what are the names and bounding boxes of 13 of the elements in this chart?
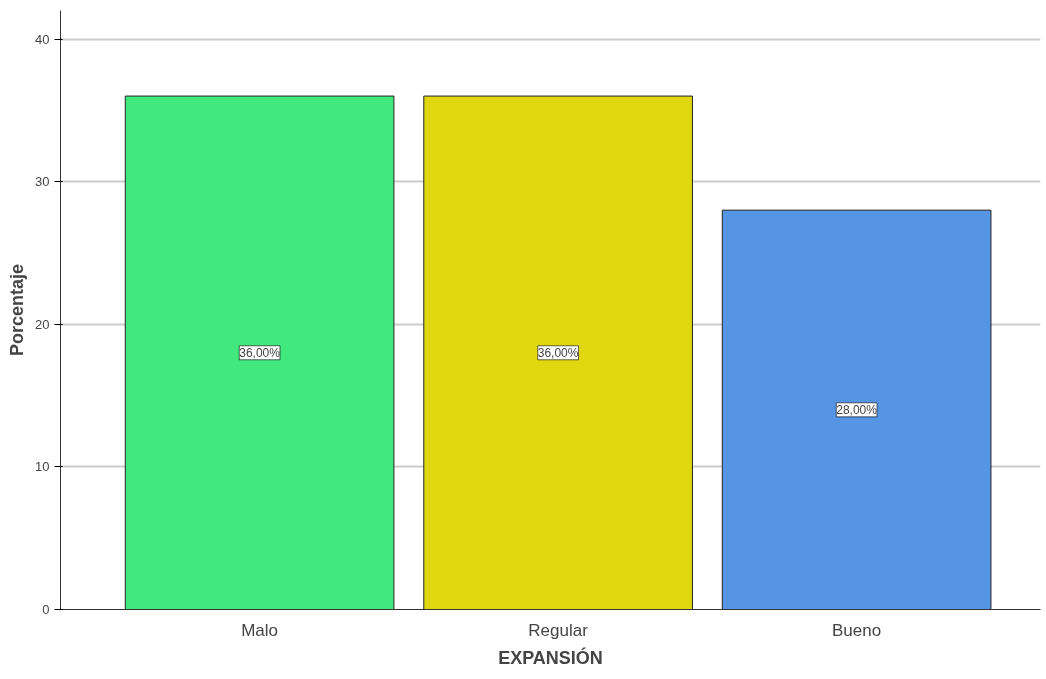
y-tick-label: 20 [35, 316, 50, 332]
y-tick-label: 40 [35, 31, 50, 47]
y-axis-title: Porcentaje [7, 263, 28, 357]
y-tick-label: 30 [35, 174, 50, 190]
x-tick-label: Bueno [832, 620, 882, 640]
data-label: 36,00% [239, 345, 281, 360]
data-label: 36,00% [537, 345, 579, 360]
data-label: 28,00% [836, 402, 878, 417]
x-axis-title: EXPANSIÓN [498, 646, 603, 668]
x-tick-label: Malo [241, 620, 279, 640]
y-tick-label: 0 [42, 602, 50, 617]
y-tick-label: 10 [35, 459, 50, 475]
x-tick-label: Regular [528, 620, 589, 640]
